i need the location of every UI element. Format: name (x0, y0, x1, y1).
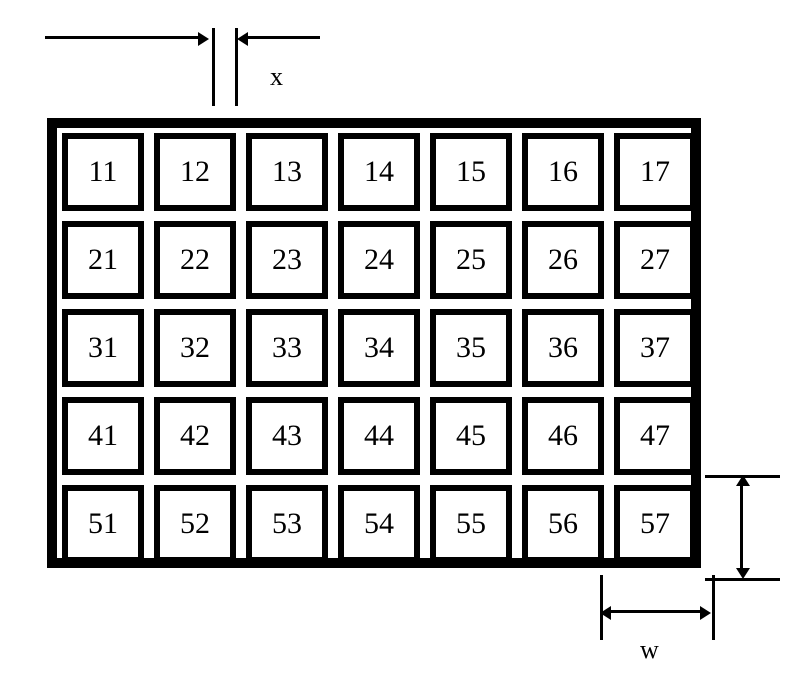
grid-cell: 14 (338, 133, 420, 211)
dim-wv-line (740, 485, 743, 568)
grid-cell: 27 (614, 221, 696, 299)
grid-cell: 55 (430, 485, 512, 563)
dim-x-line-right (247, 36, 320, 39)
grid-cell: 22 (154, 221, 236, 299)
dim-wh-label: w (640, 635, 659, 665)
grid-cell: 11 (62, 133, 144, 211)
grid-cell: 32 (154, 309, 236, 387)
grid-cell: 53 (246, 485, 328, 563)
dim-wh-arrow-right (700, 606, 711, 620)
grid-cell: 42 (154, 397, 236, 475)
dim-wh-arrow-left (600, 606, 611, 620)
grid-cell: 37 (614, 309, 696, 387)
grid-cell: 56 (522, 485, 604, 563)
diagram-canvas: 11121314151617 21222324252627 313233343536… (20, 20, 800, 662)
grid-cell: 51 (62, 485, 144, 563)
grid-cell: 52 (154, 485, 236, 563)
dim-x-arrow-right (237, 32, 248, 46)
dim-wv-arrow-down (736, 568, 750, 579)
grid-cell: 45 (430, 397, 512, 475)
grid-cell: 36 (522, 309, 604, 387)
grid-cell: 25 (430, 221, 512, 299)
dim-x-tick-left (212, 28, 215, 106)
grid-cell: 41 (62, 397, 144, 475)
grid-cell: 47 (614, 397, 696, 475)
grid-cell: 54 (338, 485, 420, 563)
grid-cell: 12 (154, 133, 236, 211)
grid-cell: 34 (338, 309, 420, 387)
grid-cell: 46 (522, 397, 604, 475)
grid-cell: 35 (430, 309, 512, 387)
dim-wh-tick-right (712, 575, 715, 640)
dim-x-label: x (270, 62, 283, 92)
dim-wv-arrow-up (736, 475, 750, 486)
grid-cell: 57 (614, 485, 696, 563)
dim-x-arrow-left (198, 32, 209, 46)
grid-cell: 16 (522, 133, 604, 211)
dim-x-line-left (45, 36, 202, 39)
grid-cell: 33 (246, 309, 328, 387)
dim-wh-line (610, 610, 702, 613)
grid-cell: 43 (246, 397, 328, 475)
grid-cell: 31 (62, 309, 144, 387)
grid-cell: 21 (62, 221, 144, 299)
grid-cell: 15 (430, 133, 512, 211)
grid-cell: 17 (614, 133, 696, 211)
grid-cell: 24 (338, 221, 420, 299)
grid-cell: 13 (246, 133, 328, 211)
grid-cell: 23 (246, 221, 328, 299)
grid-cell: 26 (522, 221, 604, 299)
grid-cell: 44 (338, 397, 420, 475)
